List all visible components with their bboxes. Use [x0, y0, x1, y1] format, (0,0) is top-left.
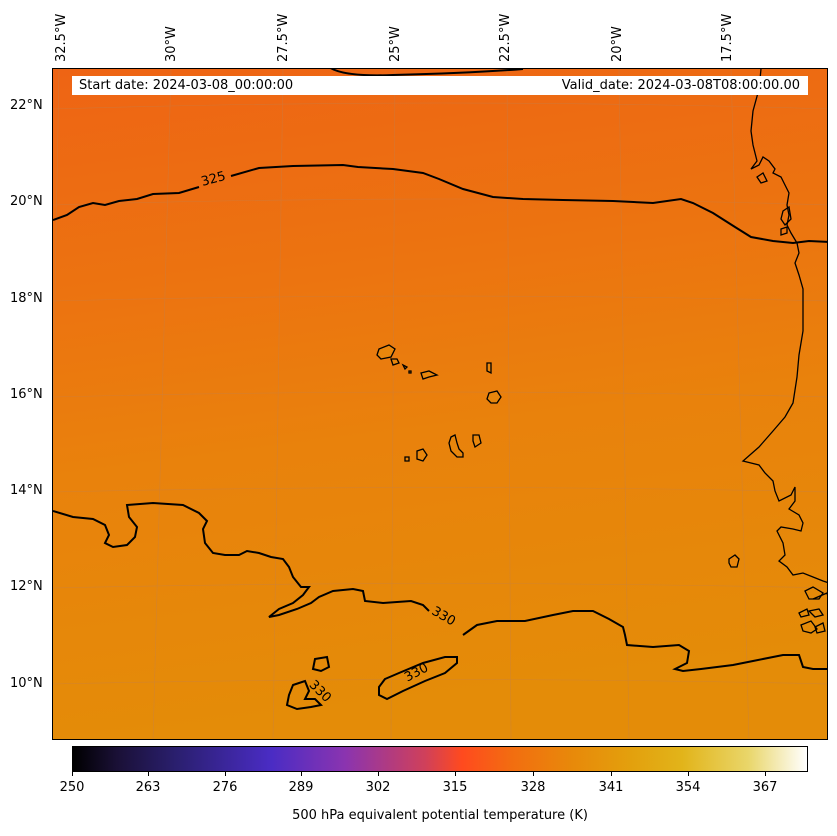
colorbar-label-302: 302 — [365, 780, 391, 795]
lat-label-14n: 14°N — [10, 483, 43, 498]
island-sao-vicente — [390, 358, 400, 366]
coastline-africa — [741, 69, 827, 634]
colorbar — [72, 746, 808, 772]
colorbar-tick-276 — [225, 772, 226, 776]
island-sal — [486, 362, 492, 375]
colorbar-tick-328 — [533, 772, 534, 776]
colorbar-tick-250 — [72, 772, 73, 776]
contour-330-south — [53, 501, 827, 673]
lon-label-20w: 20°W — [610, 26, 625, 62]
island-islet — [408, 370, 412, 374]
temperature-field — [53, 69, 827, 739]
colorbar-tick-289 — [301, 772, 302, 776]
contour-325 — [53, 69, 827, 245]
lon-label-30w: 30°W — [164, 26, 179, 62]
colorbar-title: 500 hPa equivalent potential temperature… — [292, 808, 588, 823]
date-info-bar: Start date: 2024-03-08_00:00:00 Valid_da… — [72, 76, 808, 95]
contour-330-loops — [285, 655, 458, 711]
lon-label-27-5w: 27.5°W — [276, 13, 291, 62]
lat-label-16n: 16°N — [10, 387, 43, 402]
lat-label-18n: 18°N — [10, 291, 43, 306]
island-sao-nicolau — [420, 370, 439, 380]
valid-date-text: Valid_date: 2024-03-08T08:00:00.00 — [561, 78, 800, 93]
lat-label-10n: 10°N — [10, 676, 43, 691]
colorbar-tick-341 — [611, 772, 612, 776]
colorbar-tick-367 — [765, 772, 766, 776]
colorbar-label-354: 354 — [675, 780, 701, 795]
colorbar-label-328: 328 — [520, 780, 546, 795]
lon-label-17-5w: 17.5°W — [720, 13, 735, 62]
lat-label-22n: 22°N — [10, 98, 43, 113]
lon-label-22-5w: 22.5°W — [498, 13, 513, 62]
map-canvas: 325 330 330 330 — [53, 69, 827, 739]
lon-label-32-5w: 32.5°W — [54, 13, 69, 62]
lat-label-12n: 12°N — [10, 579, 43, 594]
colorbar-label-315: 315 — [442, 780, 468, 795]
island-fogo — [416, 448, 428, 462]
colorbar-label-250: 250 — [59, 780, 85, 795]
colorbar-tick-263 — [148, 772, 149, 776]
graticule — [53, 69, 827, 739]
colorbar-tick-354 — [688, 772, 689, 776]
island-boa-vista — [486, 390, 502, 404]
island-brava — [404, 456, 410, 462]
island-santa-luzia — [401, 363, 409, 371]
lat-label-20n: 20°N — [10, 194, 43, 209]
start-date-text: Start date: 2024-03-08_00:00:00 — [79, 78, 294, 93]
colorbar-label-367: 367 — [752, 780, 778, 795]
contour-label-325: 325 — [200, 169, 228, 190]
cape-verde-islands — [376, 344, 740, 568]
island-santo-antao — [376, 344, 396, 360]
island-maio — [472, 434, 482, 449]
colorbar-label-263: 263 — [135, 780, 161, 795]
colorbar-tick-315 — [455, 772, 456, 776]
colorbar-label-341: 341 — [598, 780, 624, 795]
colorbar-label-276: 276 — [212, 780, 238, 795]
lon-label-25w: 25°W — [388, 26, 403, 62]
island-santiago — [448, 434, 464, 458]
island-bijagos — [728, 554, 740, 568]
map-panel[interactable]: 325 330 330 330 — [52, 68, 828, 740]
colorbar-label-289: 289 — [288, 780, 314, 795]
colorbar-tick-302 — [378, 772, 379, 776]
